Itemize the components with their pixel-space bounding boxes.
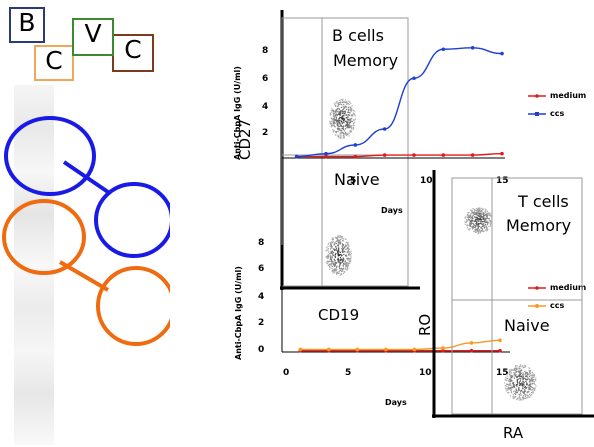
chart-bottom-series-medium-point-5: [441, 348, 445, 353]
chart-top-series-medium-point-1: [324, 154, 328, 159]
logo-letter-v: V: [72, 18, 114, 56]
chart-bottom-series-ccs-point-0: [298, 347, 303, 352]
chart-top-series-ccs-point-4: [412, 76, 416, 81]
chart-top-ytick-4: 4: [262, 102, 269, 112]
chart-bottom-y-axis-title: Anti-CbpA IgG (U/ml): [234, 266, 243, 360]
chart-bottom-series-medium-point-6: [469, 348, 474, 353]
chart-bottom-series-ccs-point-4: [412, 347, 417, 352]
legend-bottom-ccs-label: ccs: [550, 301, 565, 310]
chart-bottom-series-ccs-point-1: [327, 347, 331, 352]
chart-top-series-ccs-point-1: [324, 151, 328, 156]
logo-letter-c-orange: C: [34, 45, 74, 81]
chart-bottom-series-ccs-point-7: [498, 338, 502, 343]
chart-bottom-series-medium-point-7: [498, 348, 502, 353]
chart-top-series-ccs-point-5: [441, 47, 446, 52]
facs-plot-b-cells: [280, 10, 420, 290]
chart-top-x-axis-title: Days: [381, 206, 403, 215]
chart-top-series-ccs-line: [296, 47, 503, 158]
chart-top-series-ccs-point-0: [294, 154, 299, 159]
orange-circle-1: [2, 199, 86, 275]
chart-bottom-ytick-4: 4: [258, 292, 265, 302]
chart-top-series-ccs-point-6: [470, 46, 475, 50]
blue-circle-2: [94, 182, 170, 258]
chart-top-series-medium-line: [296, 152, 503, 158]
legend-bottom-medium-label: medium: [550, 283, 587, 292]
chart-bottom-ytick-2: 2: [258, 318, 265, 328]
chart-bottom-ytick-8: 8: [258, 238, 265, 248]
facs-t-memory-dot-cloud: [464, 207, 493, 235]
legend-top: medium ccs: [526, 86, 594, 128]
legend-top-medium-label: medium: [550, 91, 587, 100]
blue-circle-1: [4, 116, 96, 196]
chart-bottom-ytick-6: 6: [258, 264, 265, 274]
chart-bottom-x-axis-title: Days: [385, 398, 407, 407]
chart-top-series-medium-point-4: [412, 153, 416, 157]
chart-top-xtick-15: 15: [496, 176, 509, 186]
chart-top-series-ccs-point-2: [353, 143, 358, 147]
chart-top-xtick-5: 5: [350, 176, 357, 186]
facs-t-frame: [432, 170, 594, 418]
chart-top-ytick-8: 8: [262, 46, 269, 56]
chart-bottom-series-ccs-line: [300, 339, 501, 351]
facs-t-x-axis-label: RA: [503, 424, 524, 442]
facs-b-frame: [280, 10, 420, 290]
facs-t-title: T cells: [518, 192, 569, 211]
chart-top-series-ccs-point-3: [382, 127, 387, 131]
facs-b-title: B cells: [332, 26, 384, 45]
orange-circle-2: [96, 266, 170, 346]
facs-b-memory-dot-cloud: [329, 98, 357, 139]
facs-plot-t-cells: [432, 170, 594, 420]
chart-top-series-medium-point-5: [441, 153, 446, 157]
chart-bottom-series-ccs-point-2: [355, 347, 360, 352]
logo-letter-b: B: [9, 7, 45, 43]
chart-bottom-xtick-5: 5: [345, 368, 352, 378]
facs-b-naive-label: Naive: [334, 170, 380, 189]
chart-bottom-series-ccs-point-3: [384, 347, 388, 352]
chart-top-series-medium-point-6: [470, 153, 475, 157]
chart-bottom-lines: [281, 245, 510, 353]
chart-top-series-medium-point-2: [353, 154, 358, 159]
chart-top-series-medium-point-7: [500, 151, 504, 156]
chart-top-ytick-6: 6: [262, 74, 269, 84]
chart-top-ytick-2: 2: [262, 128, 269, 138]
chart-top-series-ccs-point-7: [500, 51, 504, 56]
chart-bottom-xtick-0: 0: [283, 368, 290, 378]
facs-t-naive-dot-cloud: [504, 364, 537, 401]
chart-top-lines: [282, 46, 505, 159]
facs-b-naive-dot-cloud: [325, 235, 352, 276]
chart-bottom-xtick-15: 15: [496, 368, 509, 378]
chart-top-y-axis-title: Anti-CbpA IgG (U/ml): [233, 66, 242, 160]
chart-bottom-series-ccs-point-6: [469, 341, 474, 345]
legend-bottom: medium ccs: [526, 278, 594, 320]
legend-top-ccs-label: ccs: [550, 109, 565, 118]
chart-top-xtick-10: 10: [420, 176, 433, 186]
facs-t-y-axis-label: RO: [416, 313, 434, 336]
chart-bottom-ytick-0: 0: [258, 345, 265, 355]
logo-letter-c-brown: C: [112, 34, 154, 72]
facs-t-naive-label: Naive: [504, 316, 550, 335]
chart-top-series-medium-point-3: [382, 153, 387, 157]
chart-bottom-xtick-10: 10: [419, 368, 432, 378]
facs-b-memory-label: Memory: [333, 51, 399, 70]
chart-bottom-series-ccs-point-5: [441, 346, 445, 350]
cell-circle-diagram: [2, 116, 170, 346]
facs-b-x-axis-label: CD19: [318, 306, 360, 324]
facs-t-memory-label: Memory: [506, 216, 572, 235]
